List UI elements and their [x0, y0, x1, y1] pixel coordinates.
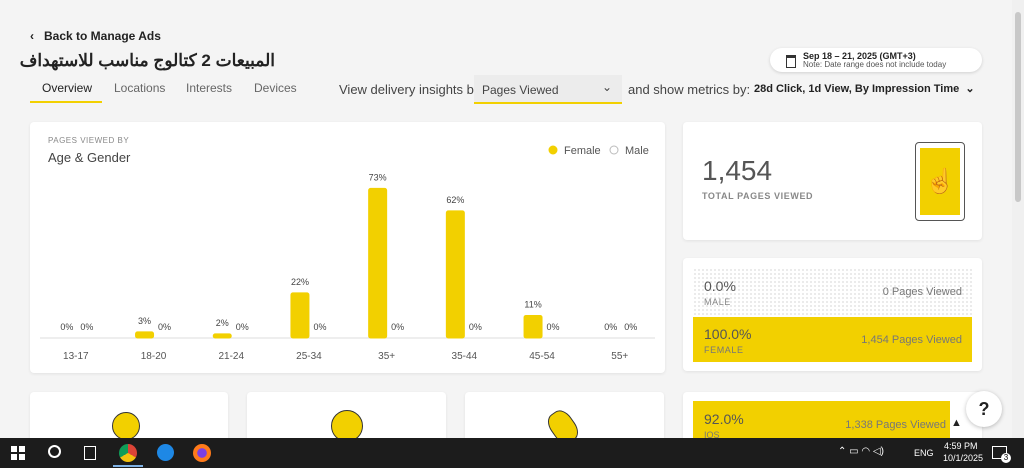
back-text: Back to Manage Ads [44, 29, 161, 43]
value-label: 2% [216, 318, 229, 328]
tab[interactable]: Locations [114, 81, 166, 95]
language[interactable]: ENG [914, 448, 934, 458]
icon [331, 410, 363, 442]
edge-icon[interactable] [157, 444, 174, 461]
bar [290, 292, 310, 339]
chart: PAGES VIEWED BY Age & Gender Female Male 1… [40, 136, 655, 362]
chart-title: Age & Gender [48, 150, 131, 165]
x-tick-label: 21-24 [218, 351, 244, 362]
male-label: MALE [704, 297, 731, 307]
back-link[interactable]: ‹ Back to Manage Ads [30, 29, 161, 43]
value-label: 0% [604, 322, 617, 332]
date-note: Note: Date range does not include today [803, 60, 947, 69]
chevron: ⌄ [601, 80, 612, 94]
clock-date[interactable]: 10/1/2025 [943, 453, 984, 463]
taskview-button[interactable] [84, 446, 96, 460]
tray-icons[interactable]: ⌃ ▭ ◠ ◁) [838, 446, 884, 457]
icon [112, 412, 140, 440]
bar [135, 331, 155, 339]
value-label: 3% [138, 316, 151, 326]
value-label: 22% [291, 277, 309, 287]
value-label: 11% [524, 299, 541, 309]
bar [523, 314, 543, 339]
gender-card: 0.0% MALE 0 Pages Viewed 100.0% FEMALE 1… [683, 258, 982, 371]
scrollbar[interactable] [1012, 0, 1024, 438]
page-title: المبيعات 2 كتالوج مناسب للاستهداف [19, 51, 275, 70]
value-label: 0% [236, 322, 249, 332]
search-button[interactable] [48, 445, 61, 458]
x-tick-label: 45-54 [529, 351, 555, 362]
male-row: 0.0% MALE 0 Pages Viewed [693, 268, 972, 316]
tab-underline [30, 101, 102, 103]
tab[interactable]: Interests [186, 81, 233, 95]
tab[interactable]: Devices [254, 81, 297, 95]
value-label: 0% [80, 322, 93, 332]
insights-label: View delivery insights by [339, 82, 481, 97]
bar [368, 187, 388, 339]
total-label: TOTAL PAGES VIEWED [702, 191, 814, 201]
metrics-value: 28d Click, 1d View, By Impression Time [754, 83, 960, 95]
female-label: FEMALE [704, 345, 744, 355]
value-label: 0% [313, 322, 326, 332]
value-label: 0% [624, 322, 637, 332]
total-value: 1,454 [702, 155, 773, 186]
insights-select[interactable]: Pages Viewed ⌄ [474, 75, 622, 104]
notification-button[interactable] [992, 446, 1007, 459]
female-row: 100.0% FEMALE 1,454 Pages Viewed [693, 317, 972, 362]
active-indicator [113, 465, 143, 467]
metrics-label: and show metrics by: [628, 82, 751, 97]
x-tick-label: 35-44 [452, 351, 478, 362]
firefox-icon[interactable] [193, 444, 211, 462]
tab[interactable]: Overview [42, 81, 93, 95]
taskbar: ⌃ ▭ ◠ ◁) ENG 4:59 PM 10/1/2025 3 [0, 438, 1024, 468]
date-range: Sep 18 – 21, 2025 (GMT+3) [803, 51, 916, 61]
female-count: 1,454 Pages Viewed [861, 334, 962, 346]
phone-screen: ☝ [920, 148, 960, 215]
value-label: 73% [369, 172, 387, 182]
device-label: IOS [704, 430, 720, 440]
chart-subtitle: PAGES VIEWED BY [48, 136, 129, 145]
female-pct: 100.0% [704, 326, 752, 342]
scroll-thumb[interactable] [1015, 12, 1021, 202]
x-tick-label: 13-17 [63, 351, 89, 362]
value-label: 0% [158, 322, 171, 332]
male-count: 0 Pages Viewed [882, 286, 962, 298]
warning-icon: ▲ [951, 417, 962, 429]
x-tick-label: 25-34 [296, 351, 322, 362]
value-label: 0% [60, 322, 73, 332]
x-tick-label: 35+ [378, 351, 395, 362]
value-label: 0% [391, 322, 404, 332]
value-label: 0% [547, 322, 560, 332]
bar [445, 210, 465, 339]
value-label: 62% [446, 195, 464, 205]
calendar-icon [786, 55, 796, 68]
legend-marker [548, 145, 558, 155]
select-value: Pages Viewed [482, 83, 559, 97]
legend-label: Female [564, 145, 601, 157]
x-tick-label: 55+ [611, 351, 628, 362]
chrome-icon[interactable] [119, 444, 137, 462]
device-pct: 92.0% [704, 411, 744, 427]
clock-time[interactable]: 4:59 PM [944, 441, 978, 451]
value-label: 0% [469, 322, 482, 332]
x-tick-label: 18-20 [141, 351, 167, 362]
phone-icon: ☝ [915, 142, 965, 221]
legend-marker [609, 145, 619, 155]
total-card: 1,454 TOTAL PAGES VIEWED ☝ [683, 122, 982, 240]
metrics-select[interactable]: 28d Click, 1d View, By Impression Time ⌄ [754, 83, 975, 95]
notification-count: 3 [1001, 453, 1011, 463]
date-pill[interactable]: Sep 18 – 21, 2025 (GMT+3) Note: Date ran… [770, 48, 982, 72]
start-button[interactable] [11, 446, 25, 460]
device-count: 1,338 Pages Viewed [845, 419, 946, 431]
legend-label: Male [625, 145, 649, 157]
bar [212, 333, 232, 339]
help-button[interactable]: ? [966, 391, 1002, 427]
chart-card: PAGES VIEWED BY Age & Gender Female Male 1… [30, 122, 665, 373]
male-pct: 0.0% [704, 278, 736, 294]
